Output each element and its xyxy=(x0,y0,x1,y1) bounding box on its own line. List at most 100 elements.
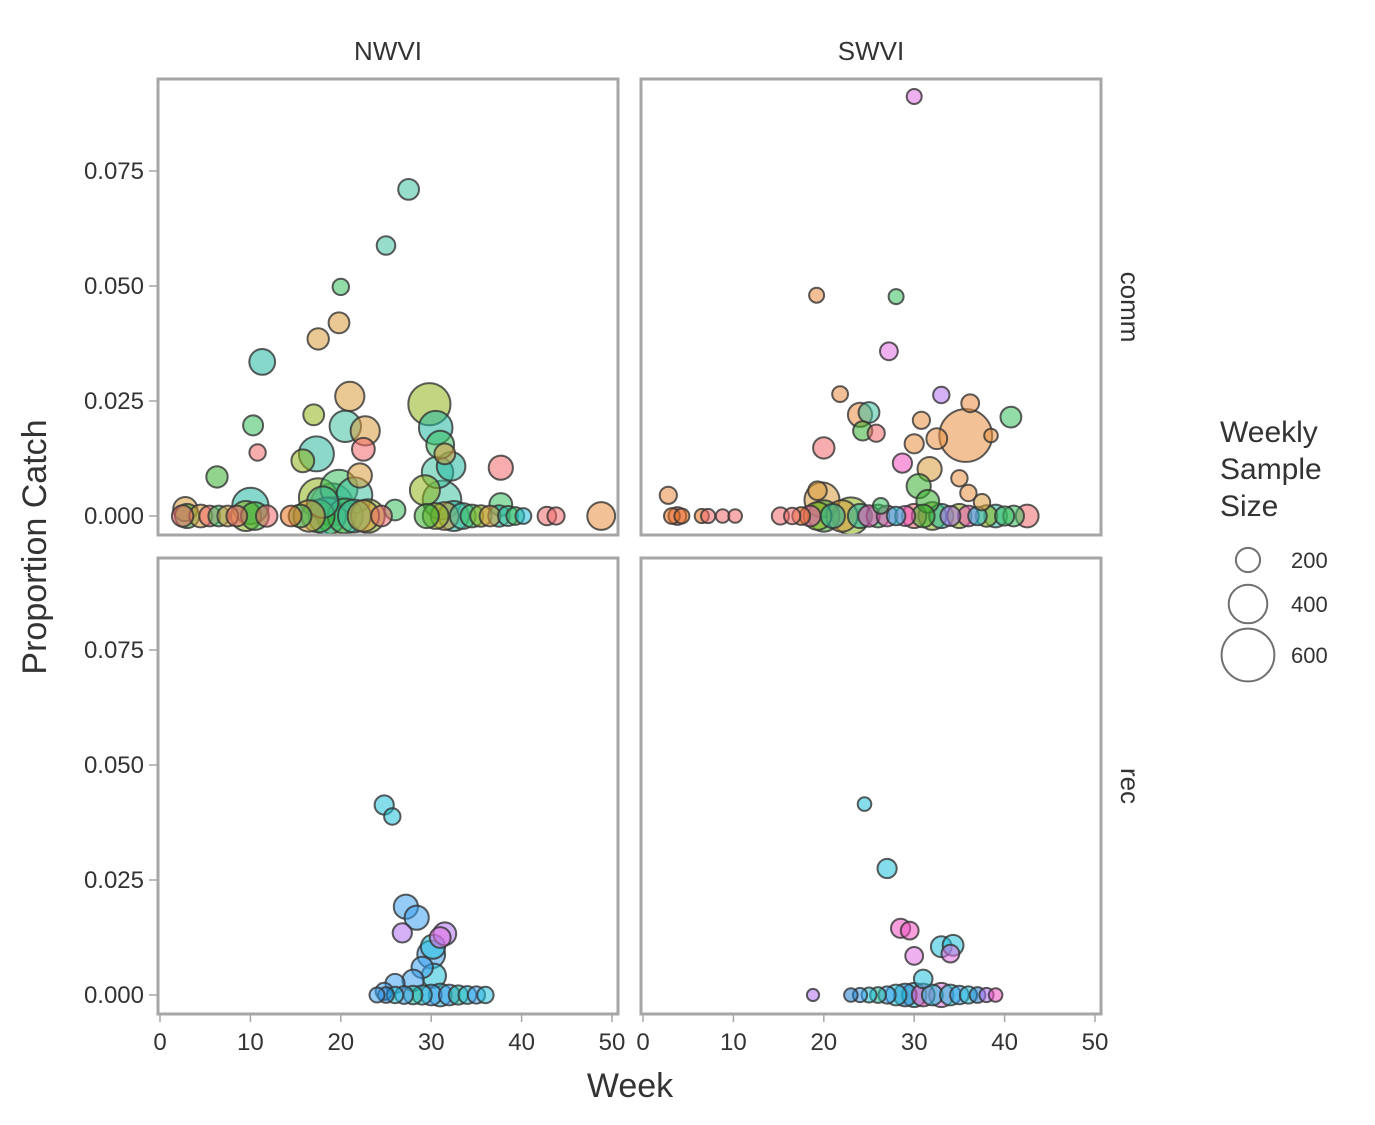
legend-size-label: 600 xyxy=(1291,643,1328,668)
data-point xyxy=(346,462,373,489)
data-point xyxy=(994,505,1016,527)
data-point xyxy=(383,807,402,826)
data-point xyxy=(242,414,265,437)
data-point xyxy=(476,985,495,1005)
data-point xyxy=(327,311,351,335)
data-point xyxy=(351,436,376,462)
data-point xyxy=(546,506,566,526)
labels-layer: NWVI SWVI comm rec Week Proportion Catch xyxy=(16,36,1145,1105)
x-tick-label: 20 xyxy=(327,1029,354,1056)
data-point xyxy=(876,857,898,880)
data-point xyxy=(891,452,914,474)
x-tick-label: 40 xyxy=(508,1029,535,1056)
data-point xyxy=(885,505,907,527)
legend-size-key xyxy=(1234,546,1262,574)
x-tick-label: 10 xyxy=(237,1029,264,1056)
data-point xyxy=(290,448,316,474)
data-point xyxy=(805,987,821,1003)
data-point xyxy=(866,423,886,443)
data-point xyxy=(334,380,366,412)
data-point xyxy=(903,433,925,455)
data-point xyxy=(987,987,1004,1003)
data-point xyxy=(783,506,802,526)
data-point xyxy=(911,410,932,430)
legend-size-key xyxy=(1227,583,1269,625)
data-point xyxy=(302,403,326,427)
data-point xyxy=(375,235,397,256)
data-point xyxy=(887,288,905,306)
data-point xyxy=(391,922,413,944)
x-tick-label: 10 xyxy=(720,1029,747,1056)
panel-points xyxy=(170,178,617,535)
data-point xyxy=(950,469,969,488)
legend-size-key xyxy=(1220,627,1276,683)
data-point xyxy=(225,504,249,528)
data-point xyxy=(932,385,951,405)
legend-size-label: 400 xyxy=(1291,592,1328,617)
legend-size-label: 200 xyxy=(1291,548,1328,573)
data-point xyxy=(255,504,279,528)
panel-points xyxy=(805,796,1004,1009)
data-point xyxy=(248,443,267,462)
data-point xyxy=(370,504,393,528)
data-point xyxy=(727,508,744,524)
data-point xyxy=(912,968,934,990)
data-point xyxy=(871,497,890,515)
data-point xyxy=(700,507,717,525)
data-point xyxy=(397,178,421,201)
facet-label-nwvi: NWVI xyxy=(354,36,422,66)
panels-layer: 0.000 0.025 0.050 0.075 0.000 0.025 0.050 0.075… xyxy=(84,77,1108,1056)
data-point xyxy=(658,485,678,505)
y-tick-label: 0.075 xyxy=(84,637,144,664)
data-point xyxy=(843,987,859,1003)
legend-title-line: Size xyxy=(1220,490,1278,523)
y-axis-title: Proportion Catch xyxy=(16,419,54,674)
data-point xyxy=(831,385,849,404)
panel-nwvi-comm: 0.000 0.025 0.050 0.075 xyxy=(84,77,620,537)
panel-swvi-comm xyxy=(639,77,1103,537)
data-point xyxy=(368,986,386,1004)
data-point xyxy=(808,286,826,304)
y-tick-label: 0.000 xyxy=(84,982,144,1009)
data-point xyxy=(306,327,330,351)
data-point xyxy=(673,507,691,525)
data-point xyxy=(248,348,277,376)
data-point xyxy=(856,796,873,812)
data-point xyxy=(403,904,430,931)
y-tick-label: 0.050 xyxy=(84,752,144,779)
legend-title-line: Weekly xyxy=(1220,416,1318,449)
legend-title-line: Sample xyxy=(1220,453,1322,486)
data-point xyxy=(413,502,440,530)
data-point xyxy=(959,483,978,503)
data-point xyxy=(586,501,617,531)
data-point xyxy=(879,341,899,362)
data-point xyxy=(960,393,981,414)
x-tick-label: 0 xyxy=(153,1029,166,1056)
panel-border xyxy=(639,77,1103,537)
data-point xyxy=(170,504,195,528)
y-tick-label: 0.075 xyxy=(84,158,144,185)
data-point xyxy=(819,502,846,530)
data-point xyxy=(433,442,457,466)
legend: Weekly Sample Size 200 400 600 xyxy=(1220,416,1328,683)
data-point xyxy=(428,926,452,949)
x-tick-label: 30 xyxy=(418,1029,445,1056)
y-tick-label: 0.000 xyxy=(84,503,144,530)
data-point xyxy=(714,508,731,524)
panel-border xyxy=(156,556,620,1016)
x-tick-label: 20 xyxy=(810,1029,837,1056)
y-tick-label: 0.025 xyxy=(84,867,144,894)
panel-swvi-rec: 0 10 20 30 40 50 xyxy=(636,556,1108,1056)
panel-points xyxy=(368,794,495,1008)
data-point xyxy=(925,427,949,451)
panel-border xyxy=(156,77,620,537)
data-point xyxy=(857,401,881,424)
panel-border xyxy=(639,556,1103,1016)
data-point xyxy=(514,507,533,525)
data-point xyxy=(279,504,303,528)
data-point xyxy=(807,480,828,502)
data-point xyxy=(999,405,1023,429)
panel-points xyxy=(658,88,1040,535)
panel-nwvi-rec: 0.000 0.025 0.050 0.075 0 10 20 30 40 50 xyxy=(84,556,625,1056)
